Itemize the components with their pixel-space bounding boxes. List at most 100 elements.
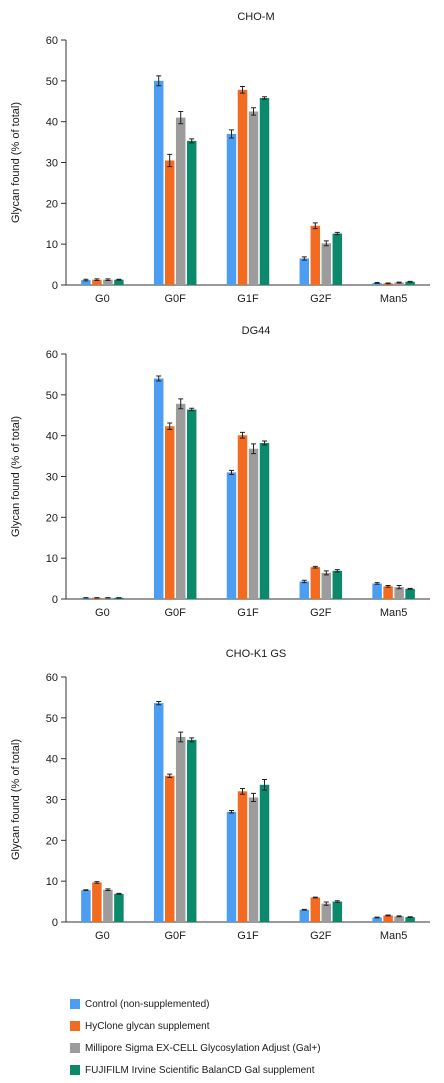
chart-3-bar-g0-millipore (103, 889, 113, 922)
chart-1-errorbar-g2f-millipore (323, 240, 329, 247)
chart-2-errorbar-man5-millipore (396, 585, 402, 590)
chart-2-bar-g0f-control (153, 378, 164, 599)
chart-1-ylabel: Glycan found (% of total) (10, 102, 22, 223)
chart-2-bar-g0f-hyclone (164, 426, 175, 599)
chart-3-errorbar-man5-control (374, 916, 380, 919)
chart-3-bar-g0f-hyclone (164, 775, 175, 922)
chart-3-errorbar-g0-millipore (105, 888, 111, 892)
chart-3-xtick-label-man5: Man5 (380, 930, 408, 942)
chart-1-errorbar-g0f-millipore (178, 110, 184, 125)
chart-3-errorbar-g2f-control (301, 908, 307, 911)
chart-2-bar-g0f-millipore (175, 403, 186, 599)
chart-1-errorbar-g0-control (83, 278, 89, 282)
chart-3-ytick-label-20: 20 (46, 835, 58, 847)
chart-1-bar-g1f-control (226, 133, 237, 285)
chart-3-xtick-label-g0: G0 (95, 930, 110, 942)
chart-2-ytick-label-20: 20 (46, 512, 58, 524)
chart-1-bar-g0f-control (153, 80, 164, 285)
chart-2-errorbar-g2f-millipore (323, 570, 329, 576)
chart-1-xtick-label-man5: Man5 (380, 293, 408, 305)
chart-2-bar-man5-control (372, 583, 382, 599)
legend-swatch-control (70, 999, 80, 1009)
chart-3-errorbar-g1f-hyclone (240, 787, 245, 795)
chart-3-bar-man5-hyclone (383, 915, 393, 922)
chart-1-errorbar-g1f-millipore (251, 107, 256, 116)
chart-3-bar-g0-control (81, 890, 91, 922)
chart-1-title: CHO-M (237, 11, 274, 23)
legend-label-hyclone: HyClone glycan supplement (85, 1020, 210, 1032)
chart-2-errorbar-man5-control (374, 582, 380, 585)
chart-1-errorbar-g2f-hyclone (312, 222, 318, 230)
chart-2-bar-man5-millipore (394, 587, 404, 599)
chart-3-ytick-label-0: 0 (52, 917, 58, 929)
chart-3-ytick-label-50: 50 (46, 713, 58, 725)
legend-label-control: Control (non-supplemented) (85, 998, 210, 1010)
chart-2-xtick-label-g0f: G0F (164, 607, 186, 619)
chart-3-errorbar-man5-hyclone (385, 914, 391, 917)
chart-1-ytick-label-0: 0 (52, 280, 58, 292)
chart-2-ytick-label-30: 30 (46, 472, 58, 484)
chart-3-errorbar-g0-fujifilm (116, 892, 122, 895)
chart-3-ytick-label-30: 30 (46, 795, 58, 807)
chart-1-errorbar-man5-fujifilm (407, 280, 413, 283)
chart-2-bar-g1f-control (226, 472, 237, 599)
chart-3-bar-g0f-control (153, 703, 164, 922)
chart-1-errorbar-g1f-control (229, 129, 234, 139)
chart-1-errorbar-man5-hyclone (385, 282, 391, 285)
legend-label-fujifilm: FUJIFILM Irvine Scientific BalanCD Gal s… (85, 1064, 315, 1076)
chart-2-errorbar-g0f-millipore (178, 398, 184, 410)
chart-1-errorbar-g2f-control (301, 256, 307, 261)
chart-3-bar-g2f-millipore (321, 903, 332, 922)
chart-2-bar-g1f-fujifilm (259, 443, 270, 599)
chart-1-errorbar-g0f-hyclone (167, 153, 173, 168)
chart-3-errorbar-g1f-control (229, 810, 234, 814)
chart-1-ytick-label-30: 30 (46, 158, 58, 170)
legend-item-fujifilm: FUJIFILM Irvine Scientific BalanCD Gal s… (70, 1059, 440, 1081)
chart-2-xtick-label-g2f: G2F (310, 607, 332, 619)
chart-1-errorbar-g0-fujifilm (116, 278, 122, 281)
chart-3-errorbar-man5-fujifilm (407, 916, 413, 919)
chart-1-bar-g0-millipore (103, 279, 113, 285)
chart-1-errorbar-g0f-control (156, 75, 162, 87)
chart-1-bar-man5-fujifilm (405, 281, 415, 285)
chart-3-ytick-label-40: 40 (46, 754, 58, 766)
chart-2-bar-g2f-hyclone (310, 567, 321, 599)
chart-1-bar-g1f-millipore (248, 111, 259, 285)
chart-3-bar-g1f-hyclone (237, 791, 248, 922)
legend-item-control: Control (non-supplemented) (70, 993, 440, 1015)
chart-3-errorbar-g0f-fujifilm (189, 737, 195, 743)
chart-1-bar-g1f-hyclone (237, 89, 248, 285)
chart-2-bar-g2f-fujifilm (332, 570, 343, 599)
chart-1-bar-g0-control (81, 280, 91, 285)
chart-3-errorbar-g2f-hyclone (312, 896, 318, 899)
chart-3-ytick-label-60: 60 (46, 672, 58, 684)
chart-3-bar-man5-fujifilm (405, 917, 415, 922)
chart-1-errorbar-g0f-fujifilm (189, 138, 195, 144)
chart-2-bar-man5-fujifilm (405, 588, 415, 599)
chart-2-xtick-label-g1f: G1F (237, 607, 259, 619)
chart-1-bar-g2f-millipore (321, 243, 332, 285)
chart-2-errorbar-g1f-millipore (251, 443, 256, 455)
chart-2-bar-g2f-millipore (321, 572, 332, 599)
chart-3-bar-g1f-control (226, 811, 237, 922)
chart-1-ytick-label-50: 50 (46, 76, 58, 88)
chart-2-ytick-label-60: 60 (46, 349, 58, 361)
chart-3-errorbar-g0f-control (156, 701, 162, 706)
chart-3-bar-man5-control (372, 917, 382, 922)
chart-1-bar-g2f-hyclone (310, 225, 321, 285)
chart-3-bar-g2f-control (299, 909, 310, 922)
chart-2-errorbar-g0f-control (156, 375, 162, 382)
chart-3-errorbar-g0f-millipore (178, 731, 184, 743)
chart-1-bar-g0-hyclone (92, 279, 102, 285)
chart-3-errorbar-man5-millipore (396, 915, 402, 918)
chart-1-bar-man5-control (372, 282, 382, 285)
chart-2-errorbar-man5-fujifilm (407, 587, 413, 590)
legend: Control (non-supplemented) HyClone glyca… (70, 993, 440, 1081)
chart-2-errorbar-g2f-fujifilm (334, 569, 340, 573)
chart-2-errorbar-g0f-fujifilm (189, 407, 195, 412)
chart-2-errorbar-g0f-hyclone (167, 422, 173, 431)
chart-1-errorbar-man5-control (374, 282, 380, 284)
chart-2-bar-g2f-control (299, 581, 310, 599)
chart-1-bar-g2f-control (299, 258, 310, 285)
chart-3-errorbar-g0-hyclone (94, 881, 100, 884)
